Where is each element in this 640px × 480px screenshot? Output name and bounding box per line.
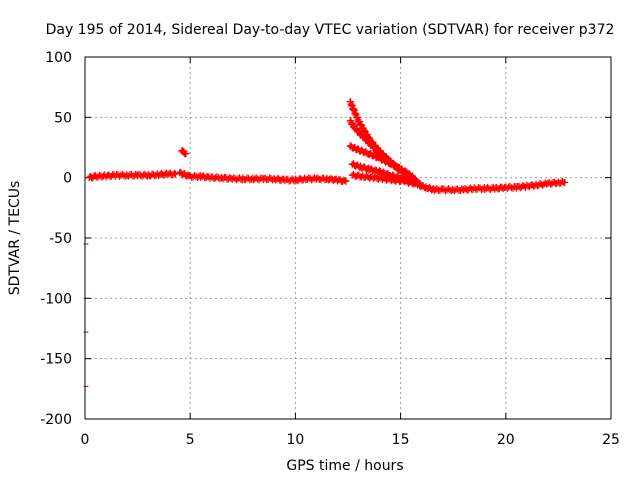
data-points — [83, 98, 569, 387]
chart-title: Day 195 of 2014, Sidereal Day-to-day VTE… — [46, 22, 615, 38]
y-axis-label: SDTVAR / TECUs — [7, 181, 23, 296]
y-tick-label: -50 — [49, 231, 72, 247]
y-tick-label: 100 — [45, 50, 72, 66]
data-point — [182, 150, 190, 158]
y-tick-label: -200 — [40, 412, 72, 428]
data-point — [171, 170, 179, 178]
data-point — [561, 178, 569, 186]
y-tick-label: -100 — [40, 291, 72, 307]
x-tick-label: 0 — [81, 432, 90, 448]
y-tick-label: 50 — [54, 110, 72, 126]
x-tick-label: 10 — [286, 432, 304, 448]
grid-lines — [85, 57, 611, 419]
x-tick-label: 15 — [392, 432, 410, 448]
plot-area-border — [84, 56, 612, 420]
y-tick-label: -150 — [40, 352, 72, 368]
data-point — [342, 177, 350, 185]
y-tick-label: 0 — [63, 171, 72, 187]
x-tick-label: 20 — [497, 432, 515, 448]
x-tick-label: 25 — [602, 432, 620, 448]
x-tick-label: 5 — [186, 432, 195, 448]
axis-ticks: 0 5 10 15 20 25 -200 -150 -100 -50 0 50 100 — [40, 50, 620, 448]
x-axis-label: GPS time / hours — [286, 458, 403, 474]
